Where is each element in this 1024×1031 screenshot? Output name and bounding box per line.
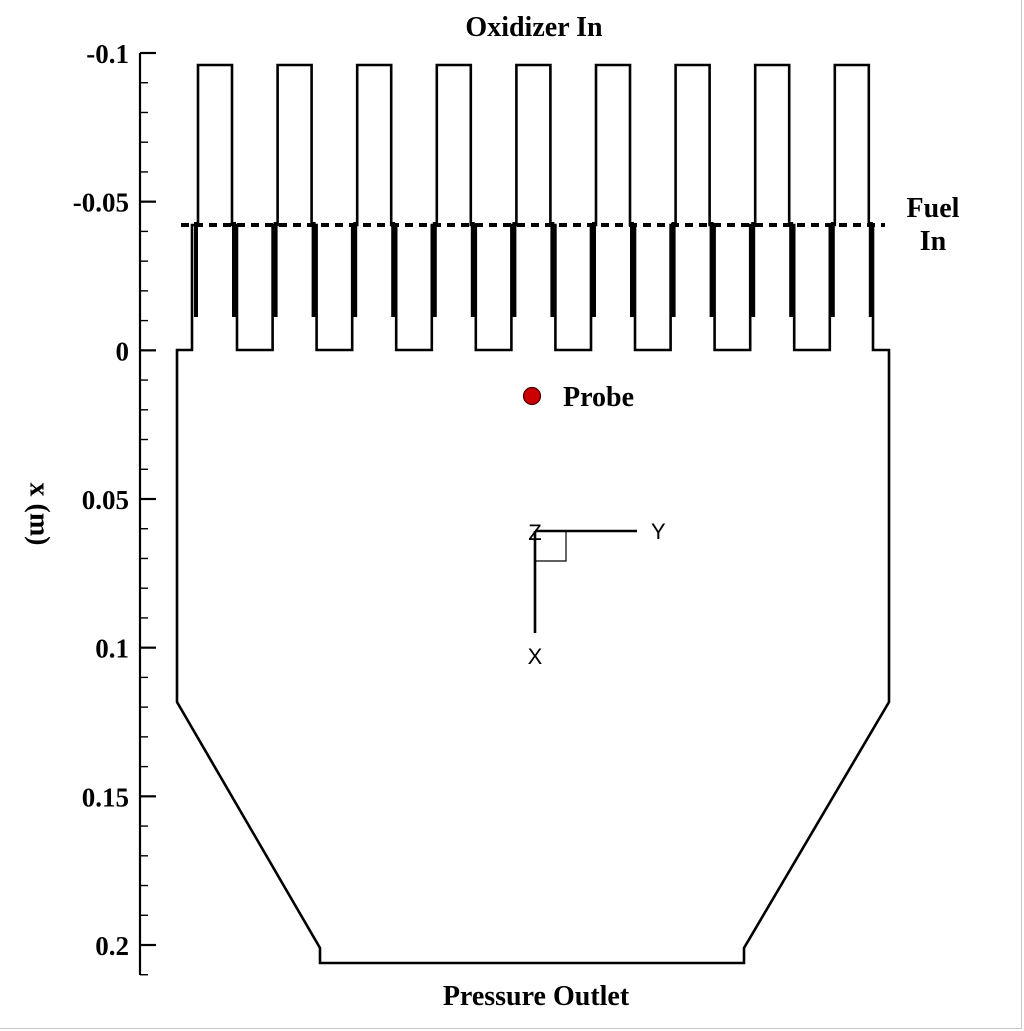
triad-x-label: X bbox=[528, 644, 543, 669]
probe-label: Probe bbox=[563, 382, 634, 413]
axis-triad: Z Y X bbox=[528, 519, 666, 669]
y-axis-ticks bbox=[140, 51, 156, 976]
y-tick-label: -0.05 bbox=[73, 188, 129, 218]
combustor-outline bbox=[175, 63, 891, 965]
fuel-in-label-line1: Fuel bbox=[907, 193, 960, 224]
triad-y-label: Y bbox=[651, 519, 666, 544]
probe-marker bbox=[522, 386, 542, 406]
y-tick-label: 0.05 bbox=[82, 485, 129, 515]
y-tick-label: -0.1 bbox=[86, 39, 129, 69]
y-axis-title: x (m) bbox=[24, 483, 55, 546]
triad-right-angle bbox=[535, 531, 567, 562]
triad-z-label: Z bbox=[528, 520, 541, 545]
fuel-injector-tubes bbox=[194, 222, 873, 317]
pressure-outlet-label: Pressure Outlet bbox=[443, 981, 630, 1012]
oxidizer-in-label: Oxidizer In bbox=[465, 12, 603, 43]
y-axis-tick-labels: -0.1 -0.05 0 0.05 0.1 0.15 0.2 bbox=[73, 39, 129, 961]
fuel-in-label-line2: In bbox=[920, 226, 947, 257]
y-tick-label: 0.1 bbox=[95, 634, 129, 664]
y-tick-label: 0 bbox=[116, 336, 130, 366]
y-tick-label: 0.2 bbox=[95, 931, 129, 961]
y-tick-label: 0.15 bbox=[82, 782, 129, 812]
